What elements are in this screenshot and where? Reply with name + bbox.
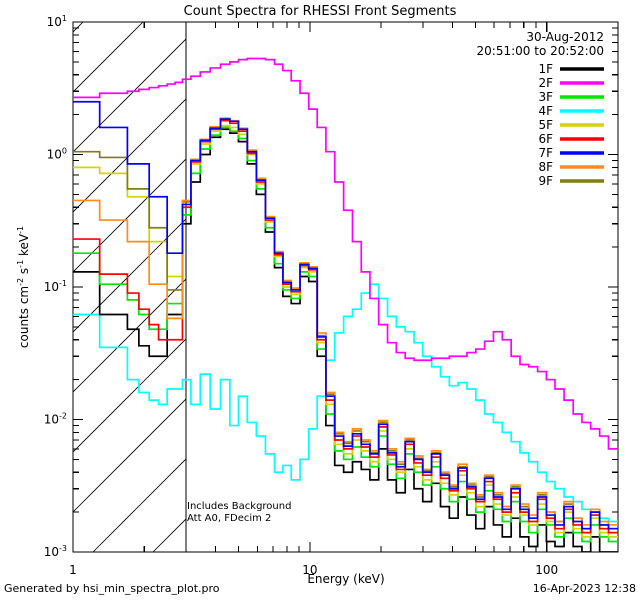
x-axis-label: Energy (keV) (307, 572, 384, 586)
spectrum-curve-2f (73, 57, 618, 450)
excluded-region-hatch (73, 0, 640, 552)
page-title: Count Spectra for RHESSI Front Segments (184, 4, 457, 19)
hatch-line (73, 22, 144, 93)
spectrum-curve-4f (73, 283, 618, 523)
hatch-line (73, 98, 187, 213)
legend-label-4f[interactable]: 4F (538, 104, 553, 118)
annotation-line-2: Att A0, FDecim 2 (187, 513, 271, 524)
legend-label-8f[interactable]: 8F (538, 160, 553, 174)
legend-label-7f[interactable]: 7F (538, 146, 553, 160)
y-tick-label: 10-2 (44, 412, 67, 427)
hatch-line (633, 0, 640, 552)
spectrum-curve-6f (73, 119, 618, 534)
hatch-line (73, 38, 187, 153)
x-tick-label: 10 (302, 563, 317, 577)
spectrum-curve-5f (73, 124, 618, 538)
y-axis-label: counts cm-2 s-1 keV-1 (16, 226, 31, 348)
annotation-line-1: Includes Background (187, 501, 291, 512)
hatch-line (73, 218, 187, 333)
spectrum-curve-7f (73, 100, 618, 530)
y-axis-tick-labels: 10-3 10-2 10-1 100 101 (44, 14, 67, 559)
observation-date: 30-Aug-2012 (526, 30, 604, 44)
spectrum-curve-1f (73, 128, 618, 552)
x-axis-tick-labels: 1 10 100 (69, 563, 558, 577)
footer-generator: Generated by hsi_min_spectra_plot.pro (4, 582, 220, 595)
legend-label-3f[interactable]: 3F (538, 90, 553, 104)
y-tick-label: 101 (47, 14, 67, 29)
spectrum-curve-3f (73, 126, 618, 543)
hatch-line (73, 338, 187, 453)
x-tick-label: 100 (535, 563, 558, 577)
legend-label-2f[interactable]: 2F (538, 76, 553, 90)
x-axis-ticks (72, 22, 619, 552)
svg-text:counts cm-2 s-1 keV-1: counts cm-2 s-1 keV-1 (16, 226, 31, 348)
observation-time-range: 20:51:00 to 20:52:00 (477, 44, 604, 58)
hatch-line (73, 398, 187, 513)
y-tick-label: 100 (47, 147, 67, 162)
legend-label-1f[interactable]: 1F (538, 62, 553, 76)
legend-label-5f[interactable]: 5F (538, 118, 553, 132)
legend-label-6f[interactable]: 6F (538, 132, 553, 146)
y-tick-label: 10-1 (44, 279, 67, 294)
spectra-curves (73, 57, 618, 552)
x-tick-label: 1 (69, 563, 77, 577)
footer-timestamp: 16-Apr-2023 12:38 (533, 582, 636, 595)
legend-label-9f[interactable]: 9F (538, 174, 553, 188)
y-tick-label: 10-3 (44, 544, 67, 559)
